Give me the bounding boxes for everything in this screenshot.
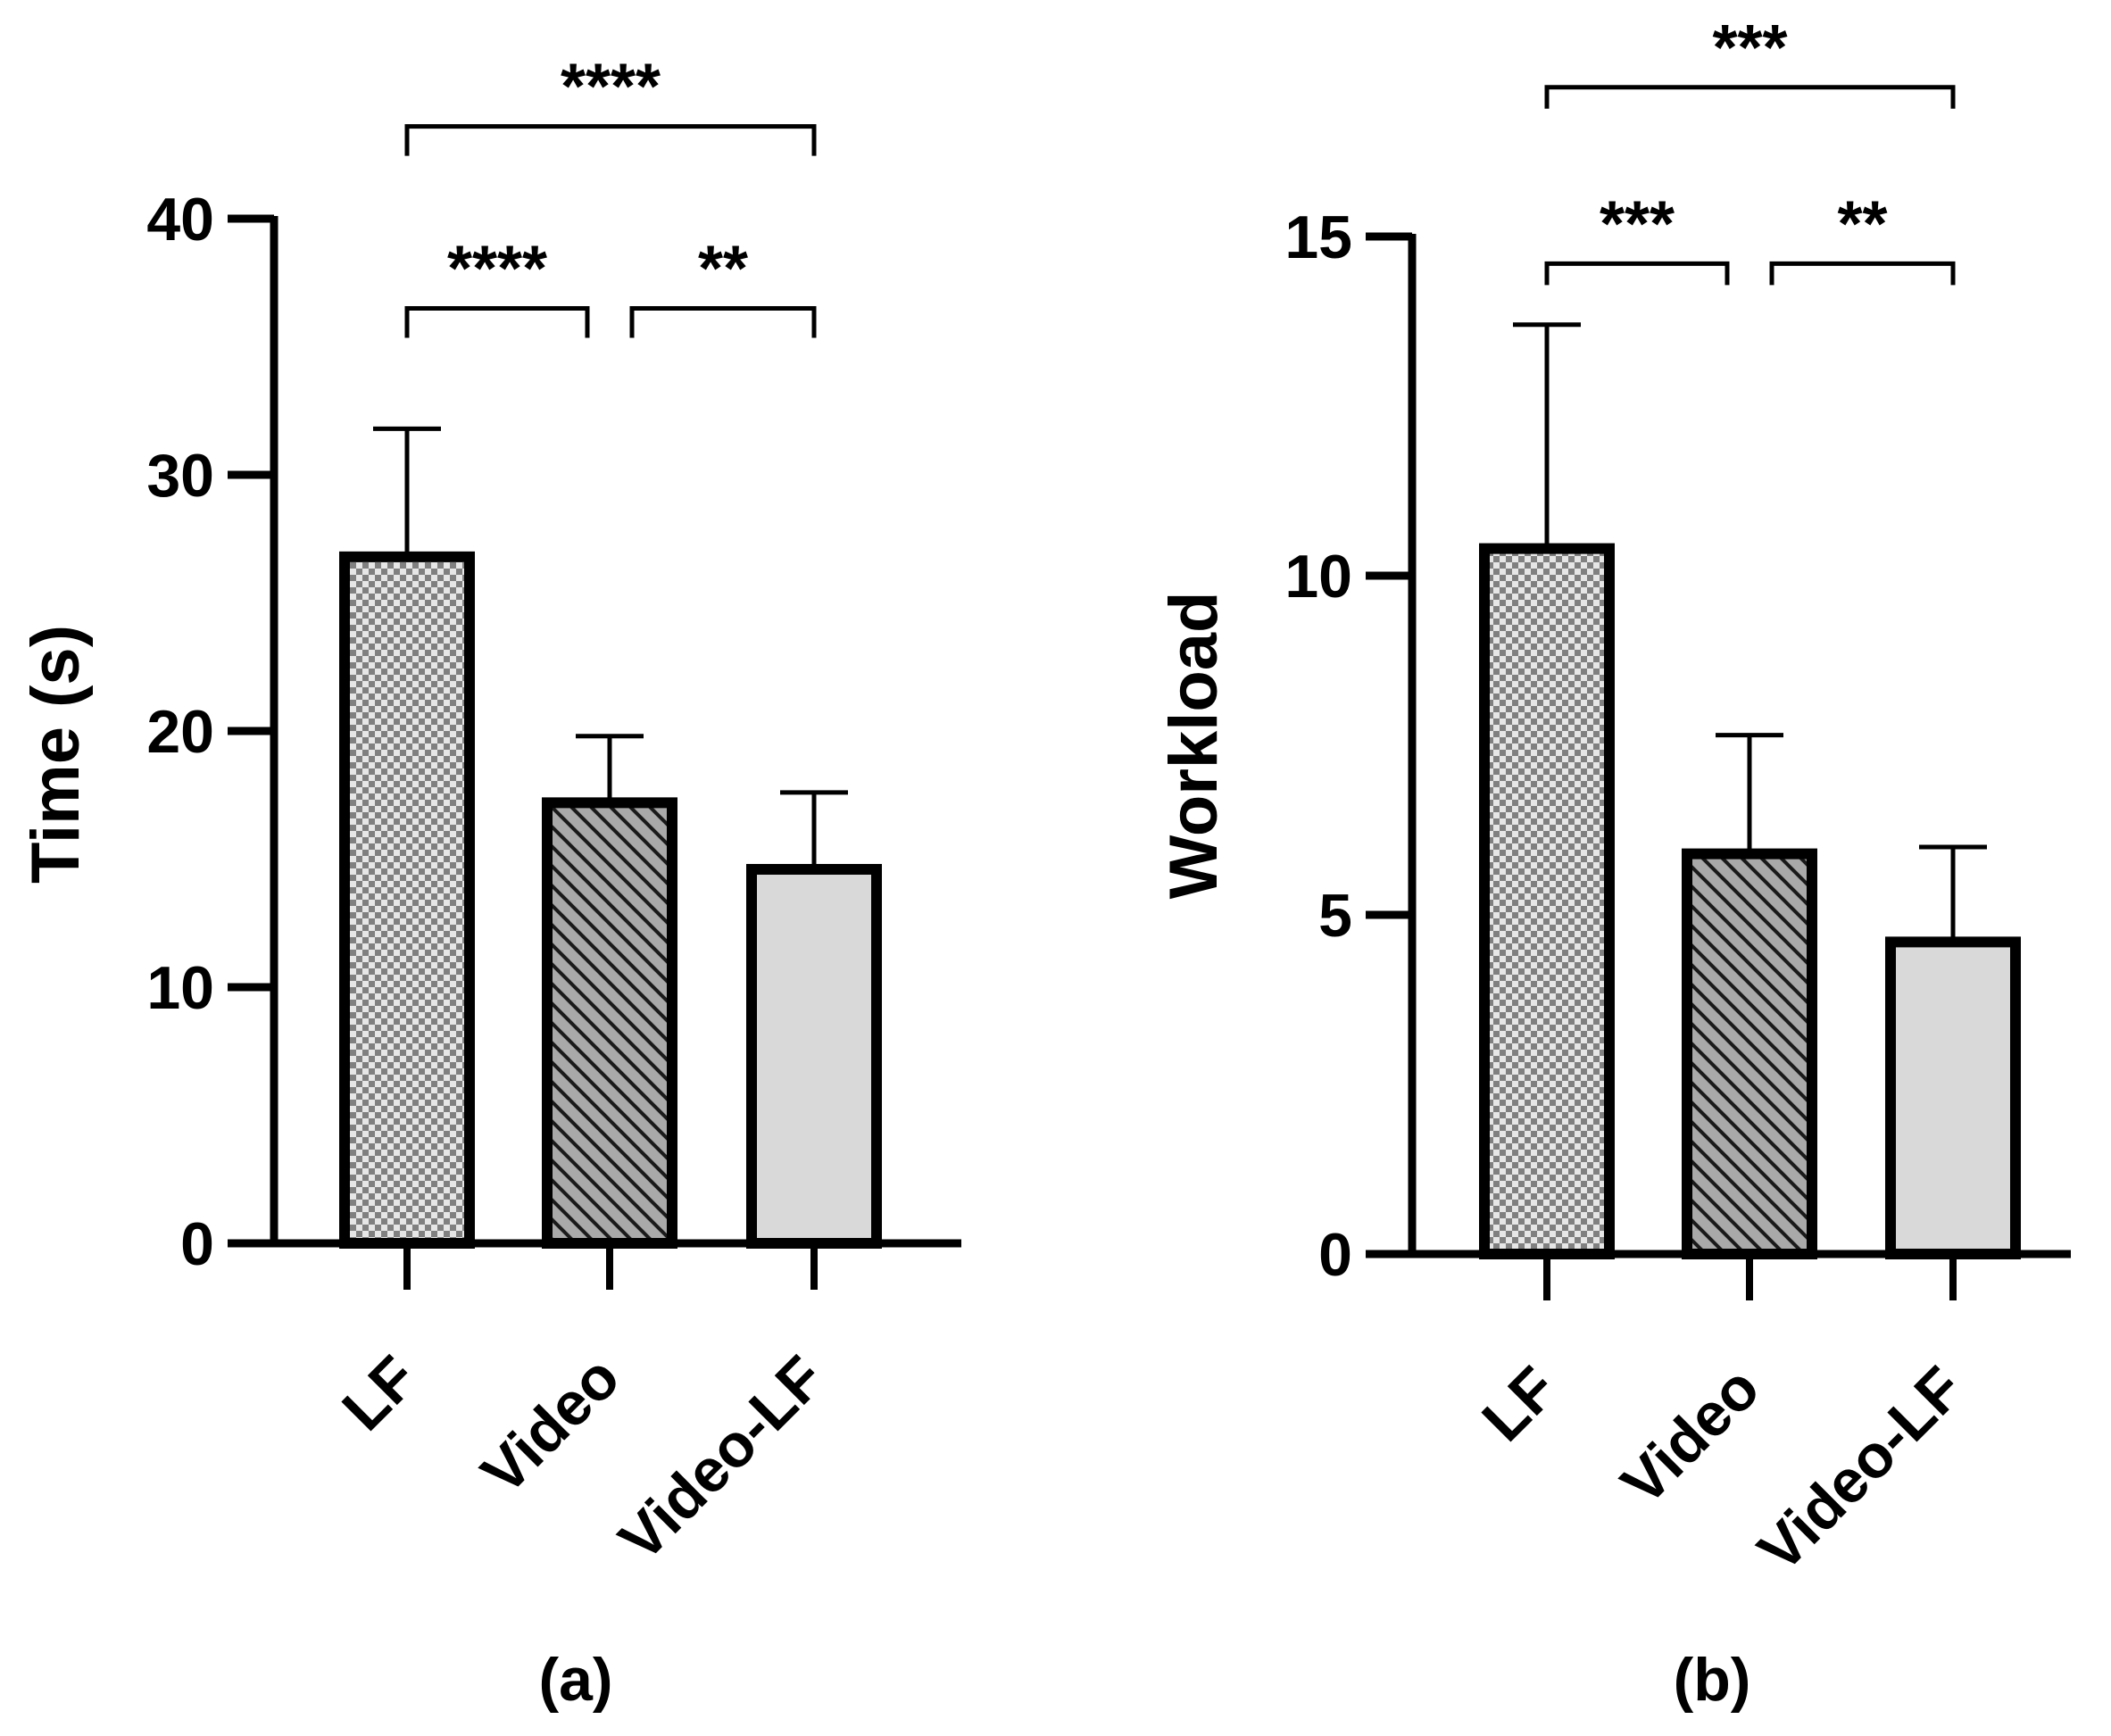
panel-b-label: (b) — [1674, 1646, 1751, 1714]
y-tick-label: 30 — [146, 442, 214, 510]
y-tick-label: 5 — [1318, 882, 1352, 950]
significance-stars-3: **** — [561, 52, 661, 123]
y-tick-label: 40 — [146, 186, 214, 253]
significance-bracket-1 — [404, 305, 590, 338]
y-tick-label: 0 — [1318, 1221, 1352, 1289]
category-label: Video-LF — [606, 1343, 837, 1574]
y-tick-label: 15 — [1284, 204, 1352, 271]
panel-b-ylabel: Workload — [1156, 592, 1232, 900]
y-tick-label: 20 — [146, 698, 214, 766]
y-tick-label: 0 — [180, 1210, 214, 1278]
significance-bracket-2 — [629, 305, 817, 338]
bar-video-lf — [1885, 936, 2021, 1260]
significance-bracket-1 — [1544, 261, 1730, 286]
significance-stars-2: ** — [698, 233, 748, 304]
significance-stars-1: **** — [447, 233, 547, 304]
bar-video-lf — [746, 863, 882, 1249]
category-label: Video — [469, 1343, 633, 1508]
significance-bracket-2 — [1769, 261, 1956, 286]
significance-stars-3: *** — [1712, 12, 1787, 84]
significance-stars-1: *** — [1600, 188, 1675, 260]
category-label: LF — [329, 1343, 429, 1443]
category-label: LF — [1469, 1354, 1569, 1454]
category-label: Video-LF — [1745, 1354, 1976, 1585]
bar-video — [542, 797, 677, 1249]
significance-stars-2: ** — [1837, 188, 1887, 260]
significance-bracket-3 — [404, 124, 817, 156]
bar-video — [1682, 848, 1817, 1259]
y-tick-label: 10 — [1284, 543, 1352, 611]
panel-a-label: (a) — [538, 1646, 612, 1714]
y-tick-label: 10 — [146, 954, 214, 1022]
bar-lf — [1479, 543, 1615, 1259]
significance-bracket-3 — [1544, 85, 1956, 109]
bar-lf — [339, 551, 475, 1249]
category-label: Video — [1608, 1354, 1773, 1518]
panel-a-ylabel: Time (s) — [18, 625, 94, 884]
